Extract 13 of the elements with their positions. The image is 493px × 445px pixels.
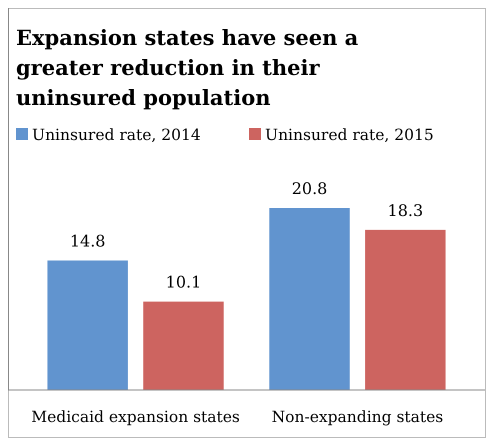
legend-label: Uninsured rate, 2014: [32, 126, 201, 144]
data-label: 18.3: [388, 200, 424, 220]
x-tick-label: Medicaid expansion states: [31, 408, 240, 426]
legend-label: Uninsured rate, 2015: [265, 126, 434, 144]
bar: [47, 260, 128, 390]
chart-title: Expansion states have seen a greater reduction in their uninsured population: [16, 25, 359, 110]
data-label: 20.8: [292, 179, 328, 198]
bar: [143, 302, 224, 390]
data-label: 14.8: [70, 232, 106, 250]
bar: [365, 230, 446, 390]
bar: [269, 208, 350, 390]
data-label: 10.1: [166, 272, 202, 292]
x-tick-label: Non-expanding states: [272, 408, 444, 426]
